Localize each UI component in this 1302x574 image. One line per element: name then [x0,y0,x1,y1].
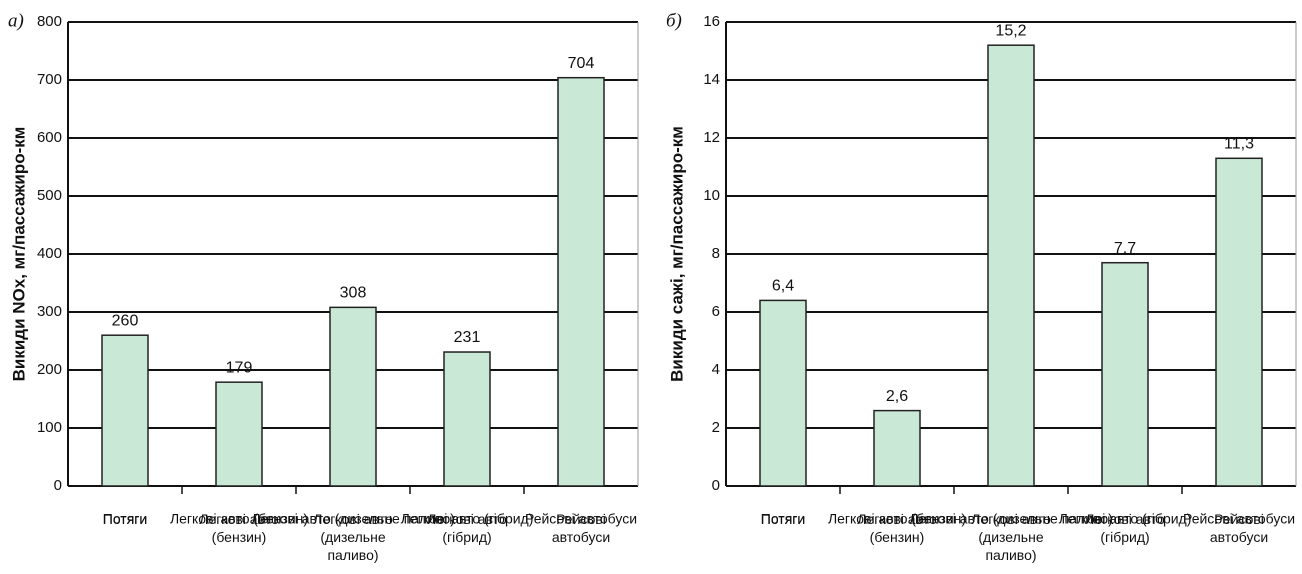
y-tick-label: 12 [703,129,720,146]
x-tick-label: Рейсові автобусиРейсові автобуси [1183,511,1295,545]
y-tick-label: 500 [37,187,62,204]
value-label: 231 [454,329,481,346]
value-label: 260 [112,312,139,329]
bar [443,351,491,487]
y-tick-label: 2 [712,419,720,436]
x-tick-label: Легкові авто (гібрид)Легкові авто (гібрид… [1059,511,1192,545]
y-tick-label: 14 [703,71,720,88]
value-label: 7,7 [1114,240,1136,257]
x-tick-label: Легкові авто (гібрид)Легкові авто (гібрид… [401,511,534,545]
y-tick-label: 16 [703,13,720,30]
bar [987,44,1035,487]
y-tick-label: 400 [37,245,62,262]
y-tick-label: 0 [712,477,720,494]
bar [101,334,149,487]
x-tick-label: Рейсові автобусиРейсові автобуси [525,511,637,545]
y-tick-label: 10 [703,187,720,204]
bar [557,76,605,487]
value-label: 11,3 [1224,136,1254,153]
bar [873,409,921,487]
bar [329,306,377,487]
y-tick-label: 4 [712,361,720,378]
y-tick-label: 8 [712,245,720,262]
bar [759,299,807,487]
y-tick-label: 6 [712,303,720,320]
value-label: 308 [340,285,367,302]
value-label: 179 [226,359,253,376]
y-tick-label: 800 [37,13,62,30]
value-label: 15,2 [995,22,1026,39]
y-axis-label: Викиди сажі, мг/пассажиро-км [667,126,686,382]
y-tick-label: 700 [37,71,62,88]
x-tick-label: ПотягиПотяги [103,511,147,527]
y-tick-label: 600 [37,129,62,146]
value-label: 2,6 [886,388,908,405]
y-tick-label: 0 [54,477,62,494]
panel-label: б) [666,10,682,31]
y-tick-label: 200 [37,361,62,378]
value-label: 6,4 [772,278,794,295]
y-tick-label: 300 [37,303,62,320]
bar [1215,157,1263,487]
y-tick-label: 100 [37,419,62,436]
y-axis-label: Викиди NOx, мг/пассажиро-км [9,127,28,382]
x-tick-label: ПотягиПотяги [761,511,805,527]
value-label: 704 [568,55,595,72]
panel-label: а) [8,10,24,31]
bar [215,381,263,487]
bar [1101,261,1149,487]
